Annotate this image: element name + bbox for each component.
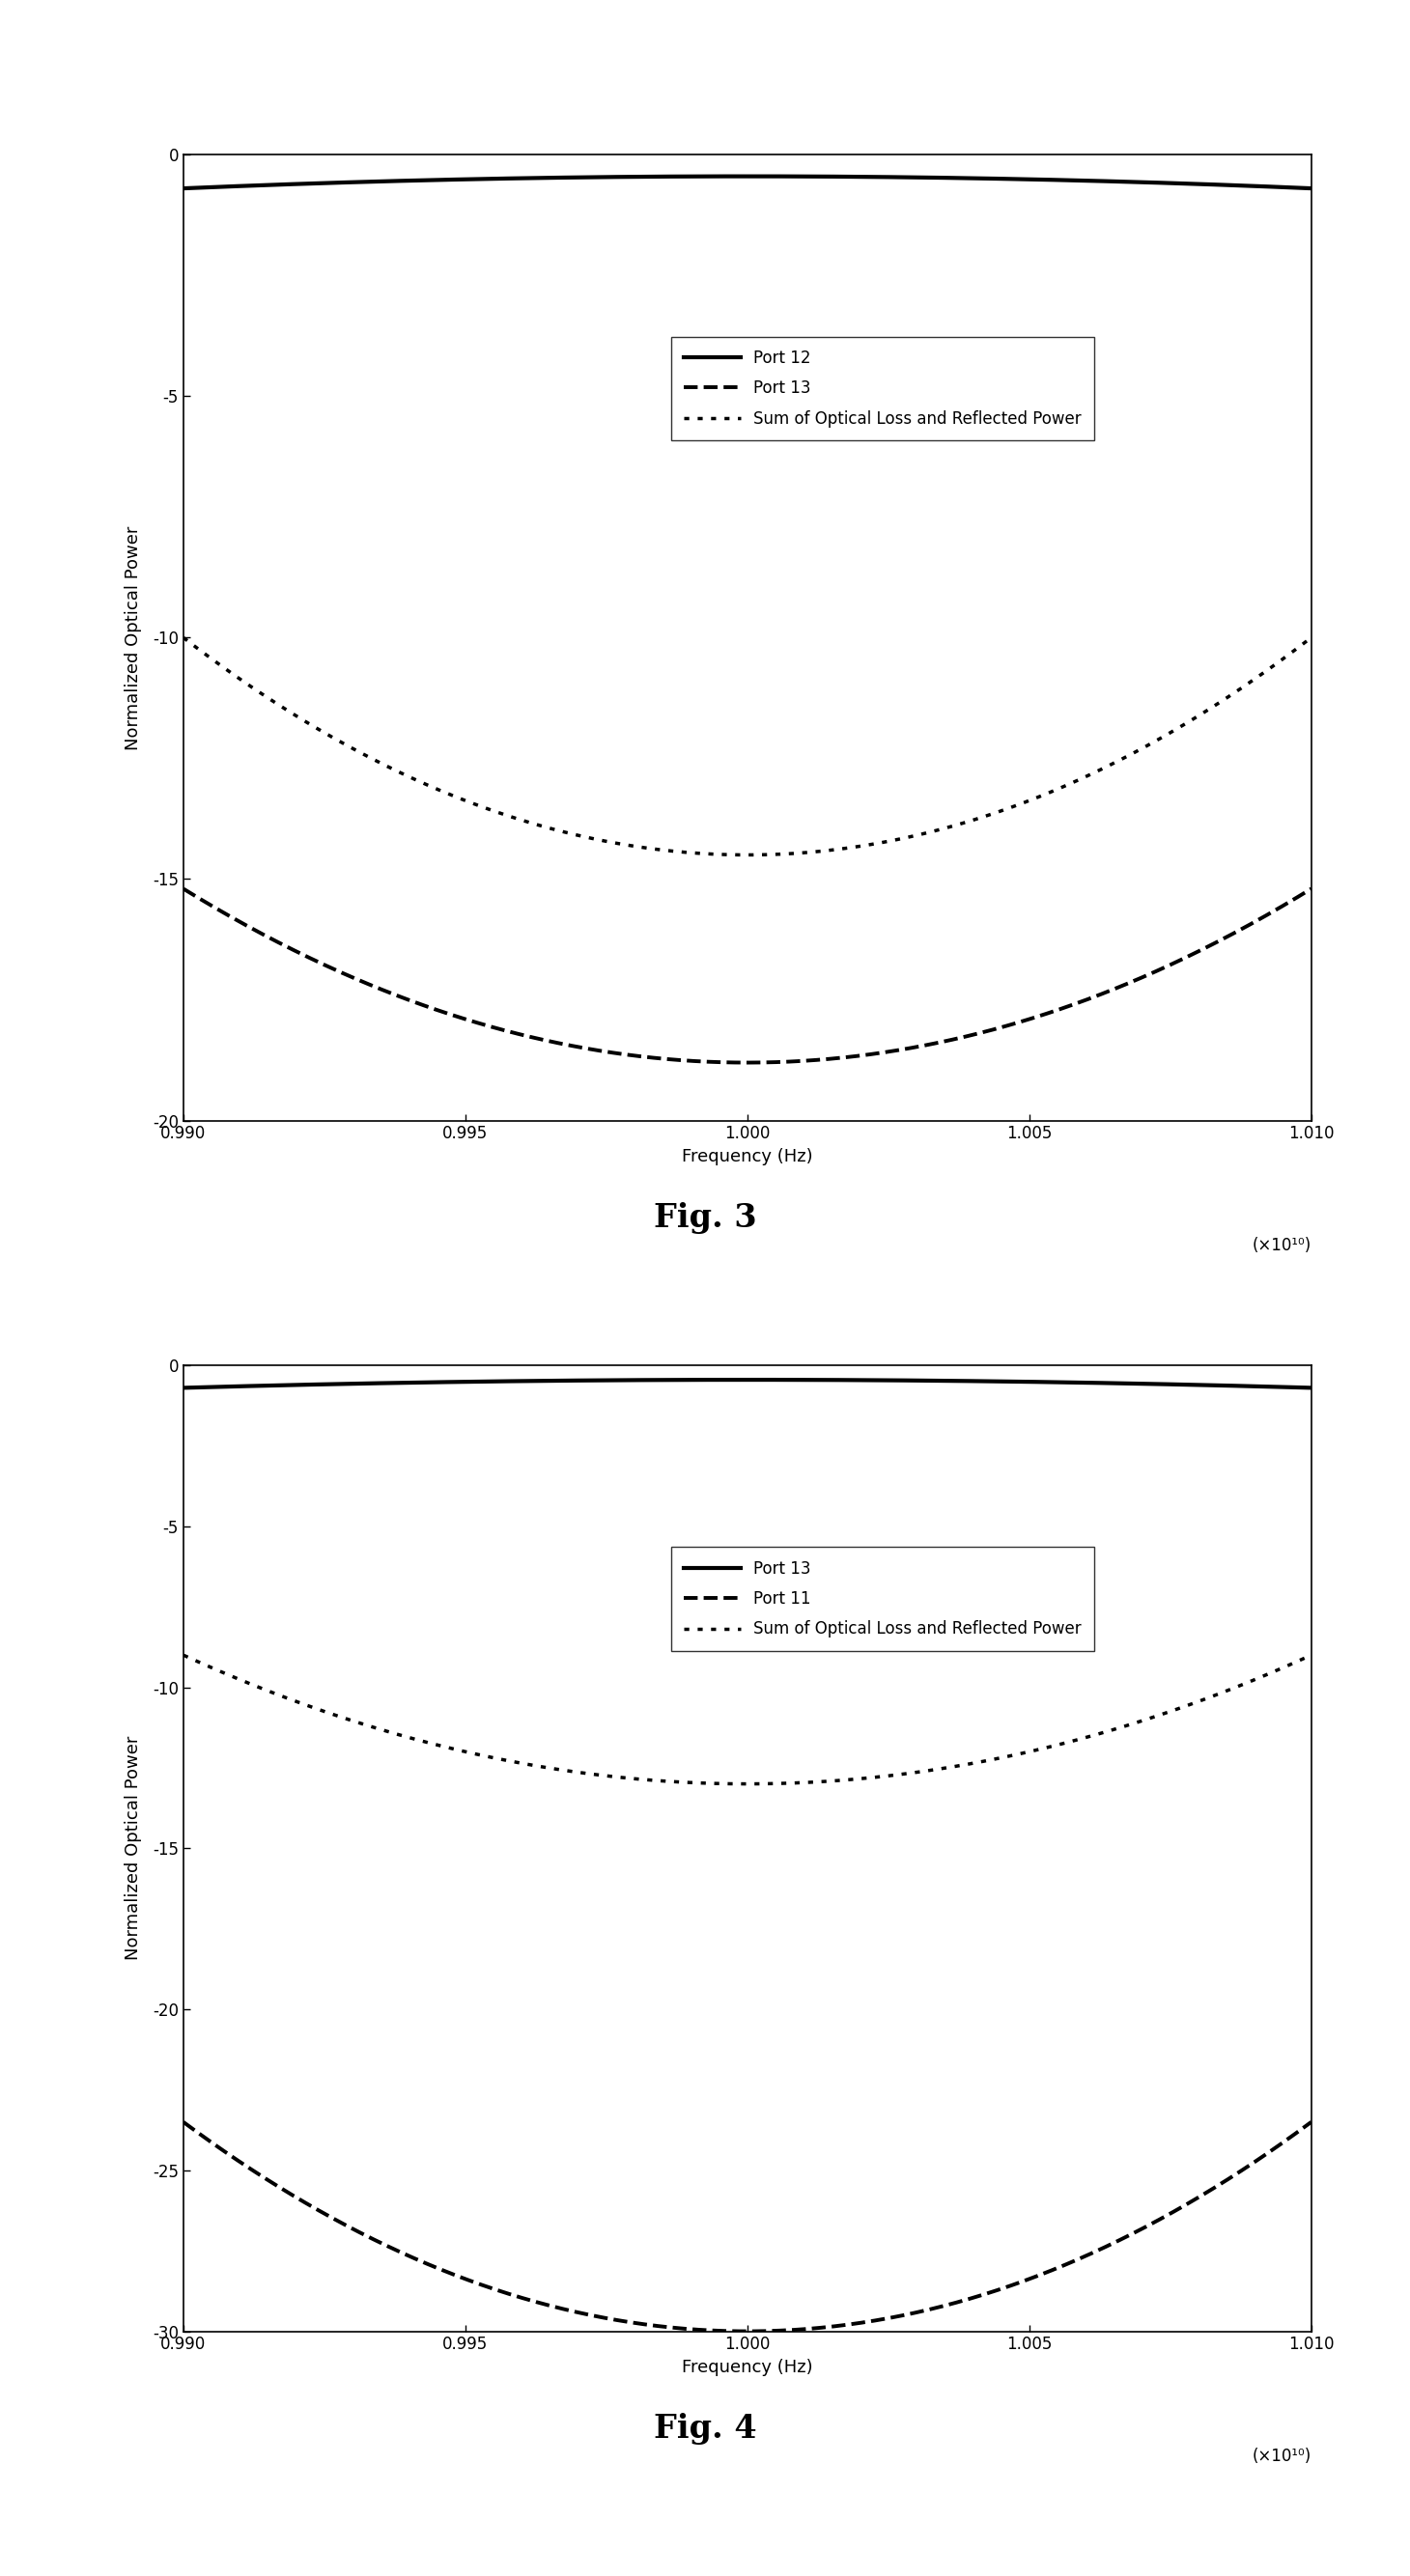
Sum of Optical Loss and Reflected Power bbox=[711, 1767, 728, 1798]
Port 13 bbox=[849, 1041, 866, 1072]
Port 13 bbox=[1277, 889, 1294, 920]
Line: Port 11: Port 11 bbox=[183, 2123, 1311, 2331]
Port 11 bbox=[1303, 2107, 1320, 2138]
Port 12 bbox=[737, 160, 754, 191]
Port 12 bbox=[175, 173, 192, 204]
Line: Port 13: Port 13 bbox=[183, 889, 1311, 1061]
Port 13 bbox=[175, 873, 192, 904]
Sum of Optical Loss and Reflected Power bbox=[849, 1765, 866, 1795]
Sum of Optical Loss and Reflected Power bbox=[718, 1767, 735, 1798]
Text: Fig. 4: Fig. 4 bbox=[653, 2414, 757, 2445]
Text: Fig. 3: Fig. 3 bbox=[653, 1203, 757, 1234]
Port 13 bbox=[737, 1365, 754, 1396]
Port 13 bbox=[1303, 1373, 1320, 1404]
Port 11 bbox=[737, 2316, 754, 2347]
Line: Sum of Optical Loss and Reflected Power: Sum of Optical Loss and Reflected Power bbox=[183, 1656, 1311, 1783]
Port 13 bbox=[1277, 1370, 1294, 1401]
Sum of Optical Loss and Reflected Power bbox=[175, 621, 192, 652]
Port 11 bbox=[787, 2313, 804, 2344]
Sum of Optical Loss and Reflected Power bbox=[737, 1767, 754, 1798]
Port 12 bbox=[849, 162, 866, 193]
Sum of Optical Loss and Reflected Power bbox=[1303, 621, 1320, 652]
Port 13 bbox=[787, 1046, 804, 1077]
Port 12 bbox=[1277, 173, 1294, 204]
Y-axis label: Normalized Optical Power: Normalized Optical Power bbox=[124, 526, 142, 750]
Sum of Optical Loss and Reflected Power bbox=[787, 1767, 804, 1798]
Sum of Optical Loss and Reflected Power bbox=[787, 837, 804, 868]
Port 13 bbox=[1101, 1368, 1118, 1399]
Sum of Optical Loss and Reflected Power bbox=[1101, 1716, 1118, 1747]
Sum of Optical Loss and Reflected Power bbox=[1277, 1651, 1294, 1682]
Port 13 bbox=[718, 1046, 735, 1077]
Line: Port 13: Port 13 bbox=[183, 1381, 1311, 1388]
Legend: Port 13, Port 11, Sum of Optical Loss and Reflected Power: Port 13, Port 11, Sum of Optical Loss an… bbox=[671, 1548, 1094, 1651]
Port 12 bbox=[711, 160, 728, 191]
Port 13 bbox=[718, 1365, 735, 1396]
Line: Sum of Optical Loss and Reflected Power: Sum of Optical Loss and Reflected Power bbox=[183, 636, 1311, 855]
Sum of Optical Loss and Reflected Power bbox=[1277, 641, 1294, 672]
Port 13 bbox=[787, 1365, 804, 1396]
Sum of Optical Loss and Reflected Power bbox=[718, 840, 735, 871]
Port 13 bbox=[711, 1365, 728, 1396]
Sum of Optical Loss and Reflected Power bbox=[711, 840, 728, 871]
Port 13 bbox=[1303, 873, 1320, 904]
Text: (×10¹⁰): (×10¹⁰) bbox=[1252, 1236, 1311, 1255]
Port 13 bbox=[737, 1046, 754, 1077]
Port 13 bbox=[849, 1365, 866, 1396]
Port 12 bbox=[787, 160, 804, 191]
Sum of Optical Loss and Reflected Power bbox=[849, 832, 866, 863]
Sum of Optical Loss and Reflected Power bbox=[1101, 750, 1118, 781]
Port 11 bbox=[175, 2107, 192, 2138]
Legend: Port 12, Port 13, Sum of Optical Loss and Reflected Power: Port 12, Port 13, Sum of Optical Loss an… bbox=[671, 337, 1094, 440]
Port 11 bbox=[1277, 2125, 1294, 2156]
Port 11 bbox=[849, 2308, 866, 2339]
Port 11 bbox=[711, 2316, 728, 2347]
Port 11 bbox=[1101, 2228, 1118, 2259]
Line: Port 12: Port 12 bbox=[183, 175, 1311, 188]
X-axis label: Frequency (Hz): Frequency (Hz) bbox=[682, 2360, 812, 2375]
Port 13 bbox=[1101, 976, 1118, 1007]
Y-axis label: Normalized Optical Power: Normalized Optical Power bbox=[124, 1736, 142, 1960]
X-axis label: Frequency (Hz): Frequency (Hz) bbox=[682, 1149, 812, 1164]
Port 12 bbox=[1101, 165, 1118, 196]
Text: (×10¹⁰): (×10¹⁰) bbox=[1252, 2447, 1311, 2465]
Port 13 bbox=[175, 1373, 192, 1404]
Sum of Optical Loss and Reflected Power bbox=[1303, 1641, 1320, 1672]
Sum of Optical Loss and Reflected Power bbox=[737, 840, 754, 871]
Sum of Optical Loss and Reflected Power bbox=[175, 1641, 192, 1672]
Port 13 bbox=[711, 1046, 728, 1077]
Port 12 bbox=[1303, 173, 1320, 204]
Port 12 bbox=[718, 160, 735, 191]
Port 11 bbox=[718, 2316, 735, 2347]
